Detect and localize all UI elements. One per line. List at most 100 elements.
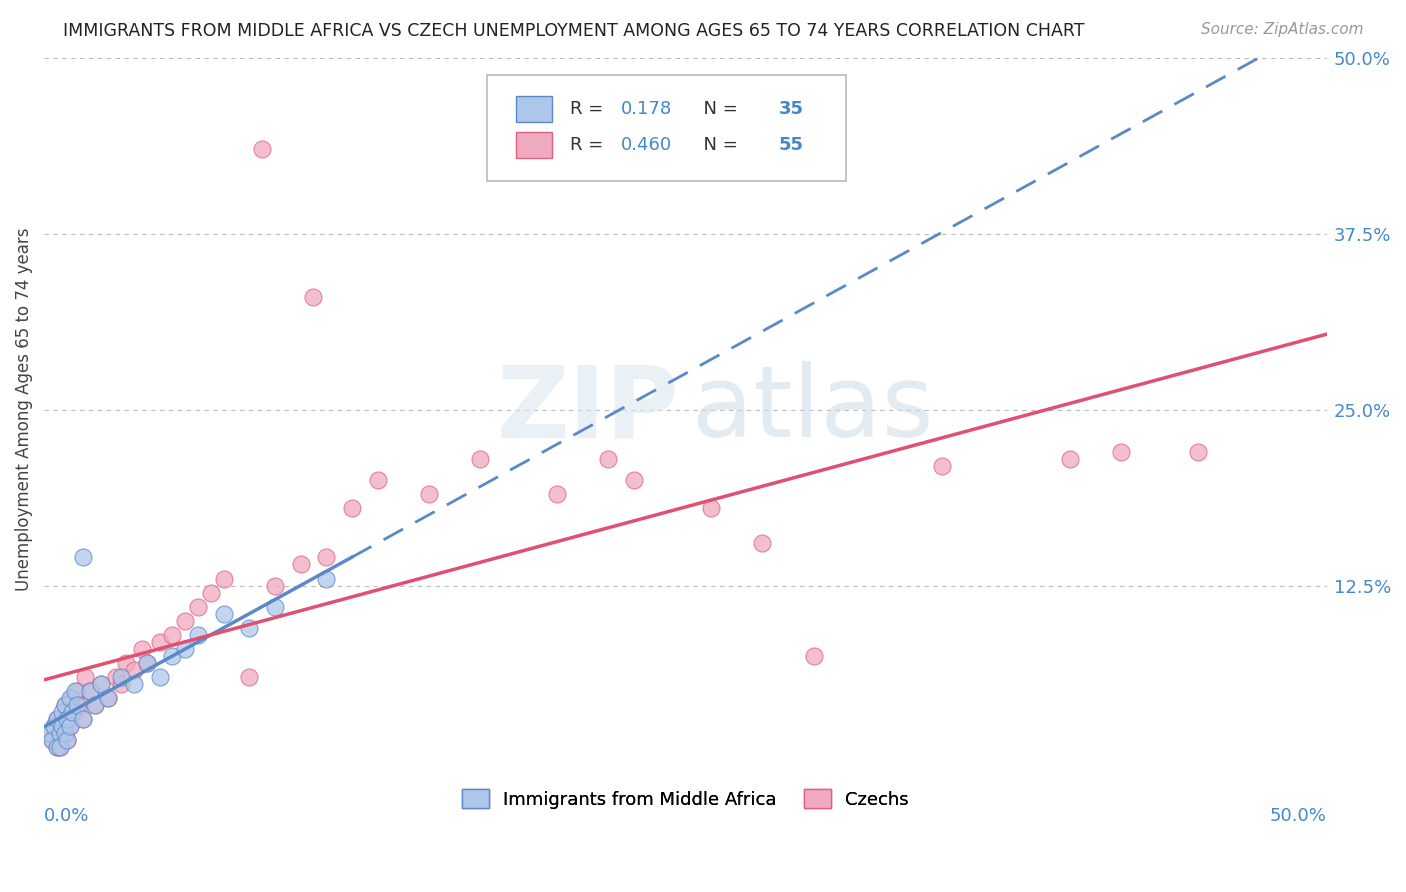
Point [45,740,67,755]
Point [48,740,70,755]
Point [60,691,83,706]
Point [66,684,89,698]
Point [79,684,101,698]
Point [48,740,70,755]
Text: 0.460: 0.460 [621,136,672,154]
Point [623,473,645,487]
Point [48,726,70,740]
Point [59,719,82,733]
Point [79,684,101,698]
Point [122,663,145,677]
Point [135,656,157,670]
Legend: Immigrants from Middle Africa, Czechs: Immigrants from Middle Africa, Czechs [454,782,917,816]
Point [1187,445,1209,459]
Point [238,670,260,684]
Point [63,684,86,698]
Text: N =: N = [692,100,744,118]
Point [212,572,235,586]
Point [59,712,82,726]
Point [84,698,107,713]
Point [53,698,76,713]
Point [250,142,273,156]
Point [97,691,120,706]
Point [38,726,60,740]
Bar [516,95,553,122]
Point [162,628,184,642]
Point [53,726,76,740]
Point [200,585,222,599]
Point [131,641,153,656]
Y-axis label: Unemployment Among Ages 65 to 74 years: Unemployment Among Ages 65 to 74 years [15,227,32,591]
Point [56,712,79,726]
Point [751,536,773,550]
Point [41,733,63,747]
Text: atlas: atlas [692,361,934,458]
Point [45,712,67,726]
Point [122,677,145,691]
Point [187,599,209,614]
Text: ZIP: ZIP [496,361,679,458]
Point [470,451,492,466]
Point [803,648,825,663]
Point [1111,445,1133,459]
Point [598,451,620,466]
Point [546,487,568,501]
Point [53,726,76,740]
Text: 35: 35 [779,100,804,118]
Point [41,733,63,747]
Point [56,733,79,747]
Point [56,733,79,747]
Point [315,550,337,565]
Point [290,558,312,572]
Point [59,691,82,706]
Bar [516,132,553,158]
Point [174,641,197,656]
Point [264,578,287,592]
Point [44,719,66,733]
Point [90,677,112,691]
Point [44,719,66,733]
Point [51,705,73,719]
Point [97,691,120,706]
Point [340,501,363,516]
Text: N =: N = [692,136,744,154]
Point [302,290,325,304]
Point [418,487,440,501]
Point [238,621,260,635]
Point [53,698,76,713]
Text: 50.0%: 50.0% [1270,806,1327,824]
Point [162,648,184,663]
Point [110,670,132,684]
Text: R =: R = [569,100,609,118]
Point [115,656,138,670]
Point [60,705,83,719]
Text: 55: 55 [779,136,804,154]
Point [84,698,107,713]
Point [174,614,197,628]
Point [1059,451,1081,466]
FancyBboxPatch shape [486,75,846,181]
Point [212,607,235,621]
Point [148,670,170,684]
Point [315,572,337,586]
Text: R =: R = [569,136,609,154]
Point [51,719,73,733]
Point [148,635,170,649]
Point [69,698,91,713]
Point [38,726,60,740]
Point [367,473,389,487]
Point [51,719,73,733]
Point [72,550,94,565]
Point [135,656,157,670]
Point [90,677,112,691]
Point [45,712,67,726]
Point [59,719,82,733]
Point [104,670,127,684]
Point [110,677,132,691]
Point [75,670,97,684]
Point [264,599,287,614]
Point [72,712,94,726]
Text: Source: ZipAtlas.com: Source: ZipAtlas.com [1201,22,1364,37]
Point [48,726,70,740]
Point [187,628,209,642]
